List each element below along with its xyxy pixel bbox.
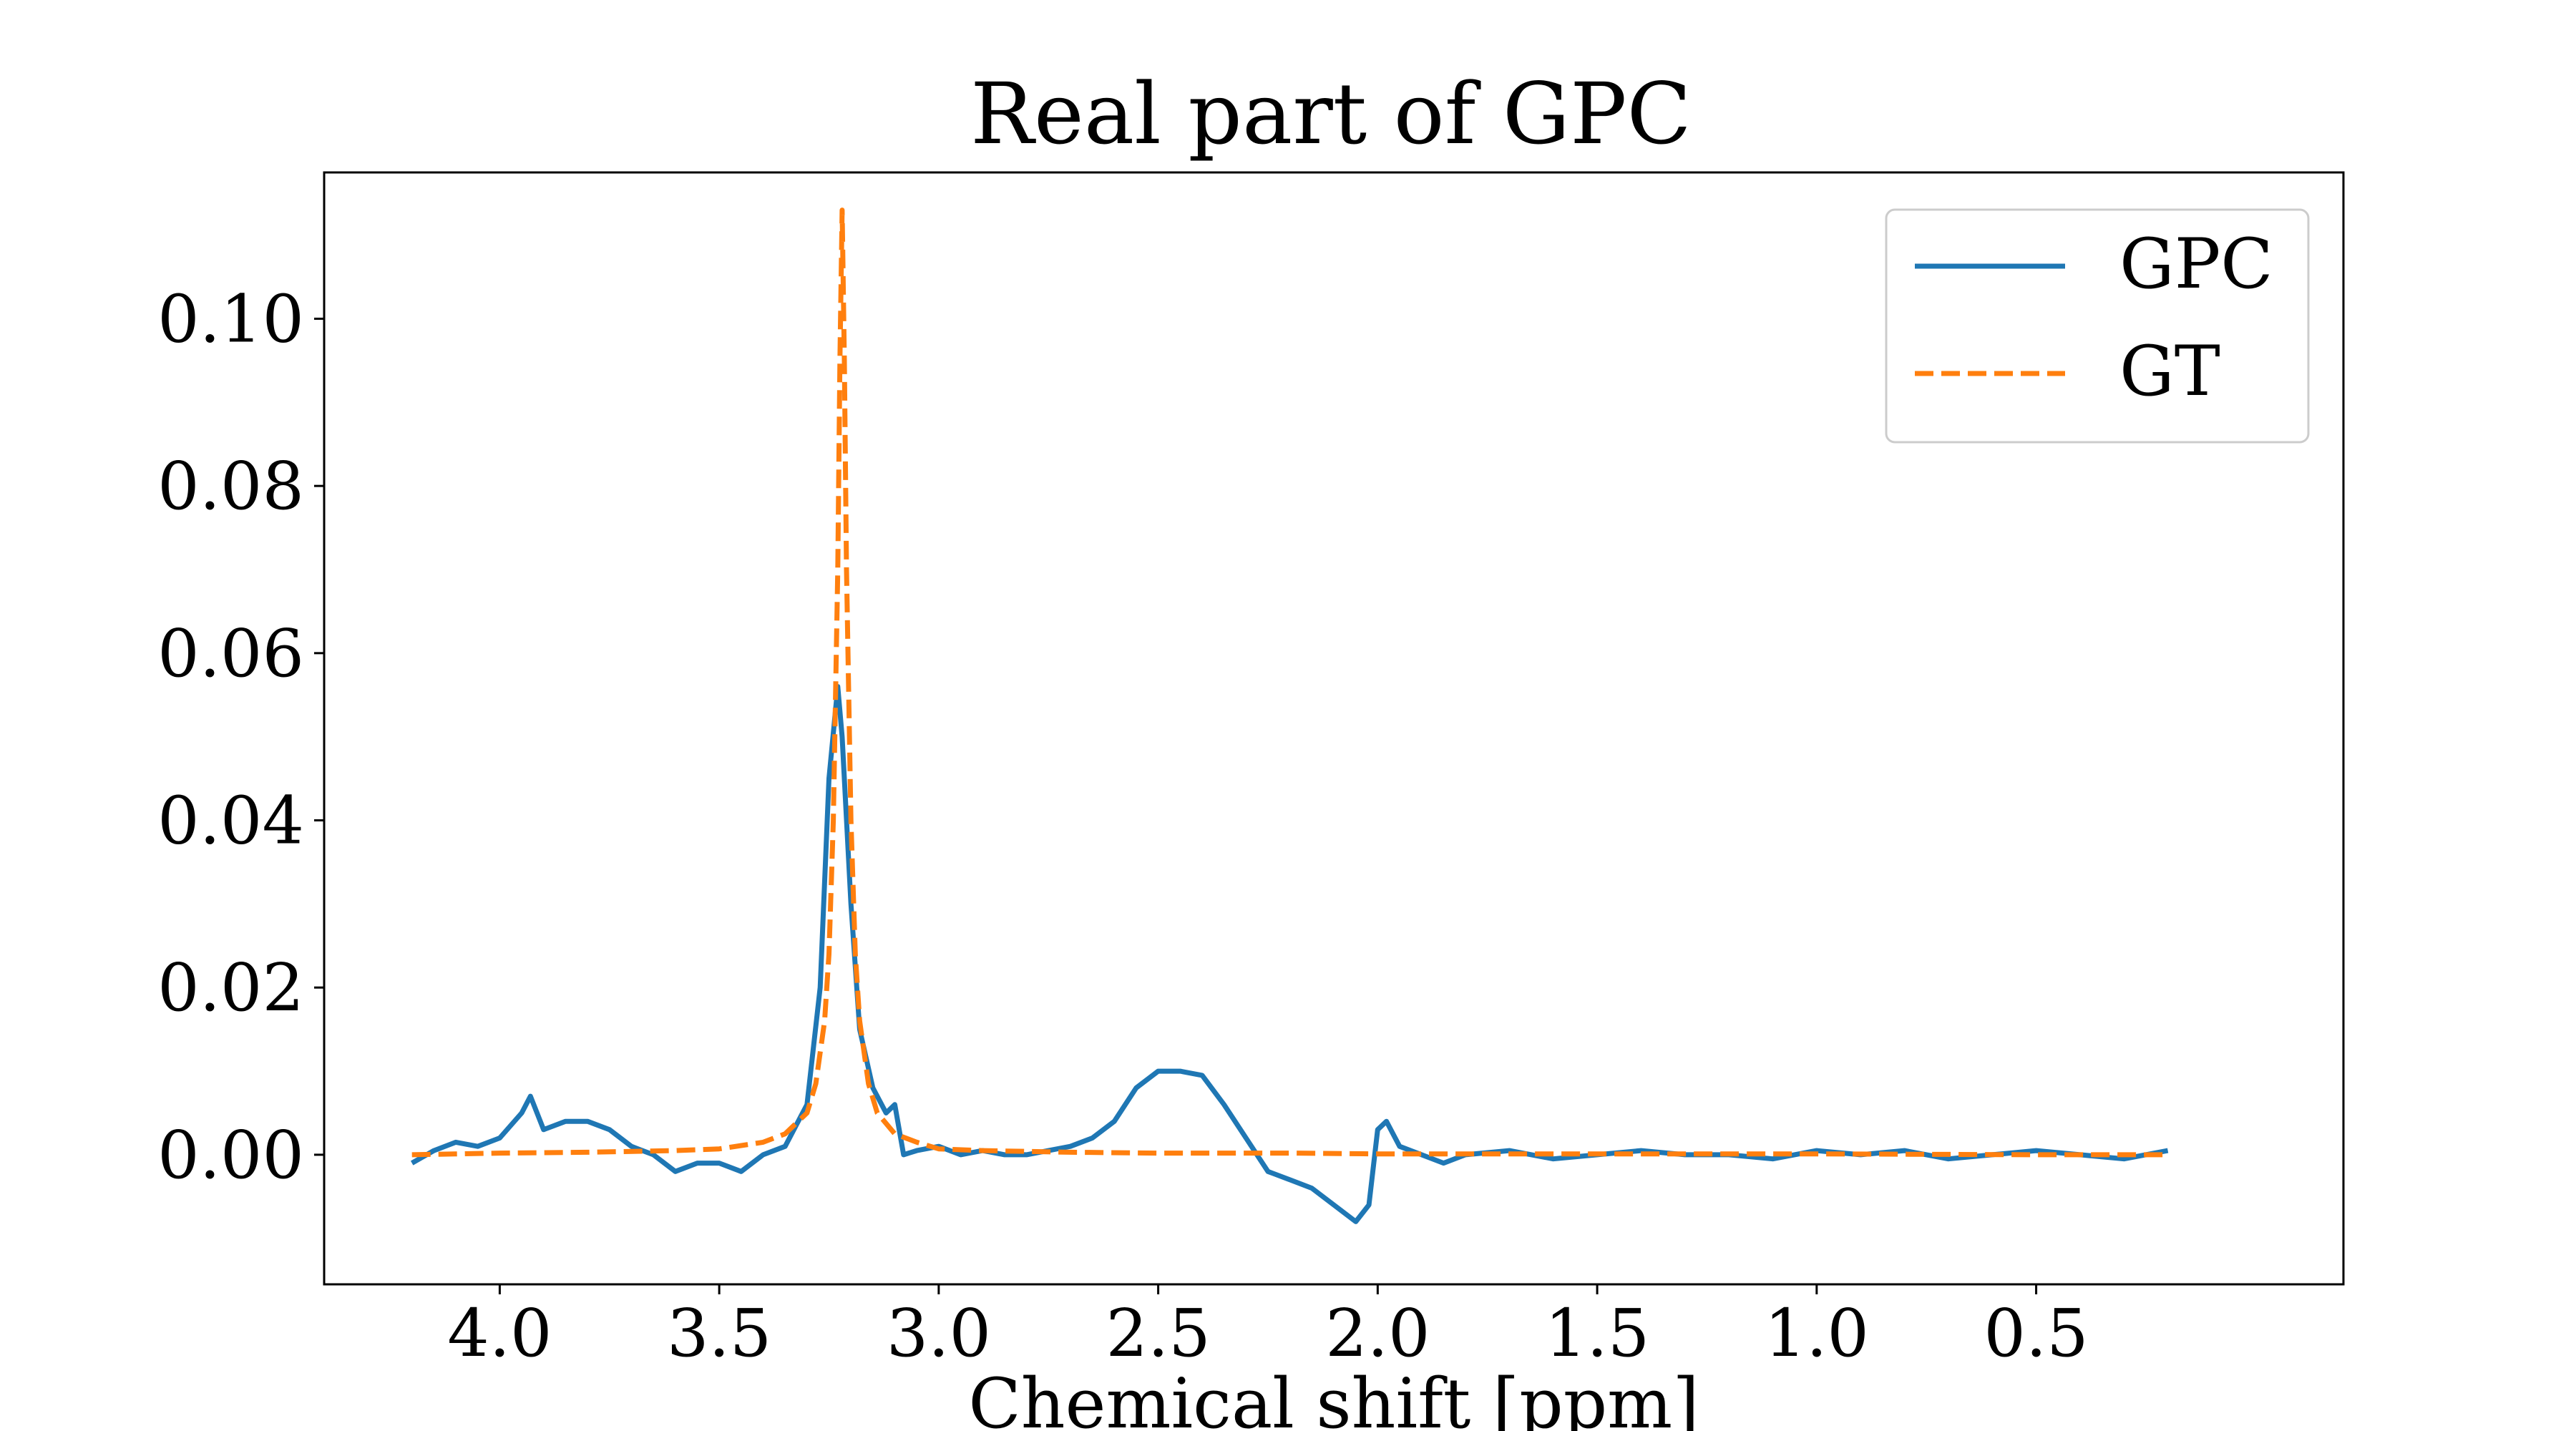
x-tick-label: 1.5	[1545, 1295, 1649, 1372]
x-tick-label: 2.0	[1325, 1295, 1430, 1372]
y-tick-label: 0.02	[157, 949, 304, 1026]
plot-lines	[410, 207, 2169, 1224]
x-axis-ticks: 4.0 3.5 3.0 2.5 2.0 1.5 1.0 0.5	[447, 1284, 2089, 1372]
y-axis-ticks: 0.00 0.02 0.04 0.06 0.08 0.10	[157, 280, 324, 1193]
y-tick-label: 0.10	[157, 280, 304, 357]
x-tick-label: 4.0	[447, 1295, 552, 1372]
series-line-gt	[411, 207, 2168, 1158]
legend-label-gt: GT	[2119, 331, 2220, 411]
x-axis-label: Chemical shift [ppm]	[968, 1364, 1699, 1431]
x-tick-label: 3.5	[667, 1295, 771, 1372]
y-tick-label: 0.06	[157, 615, 304, 692]
legend-label-gpc: GPC	[2119, 224, 2273, 304]
plot-area-frame	[323, 171, 2345, 1286]
chart-title: Real part of GPC	[970, 64, 1692, 163]
x-tick-label: 1.0	[1765, 1295, 1869, 1372]
x-tick-label: 2.5	[1106, 1295, 1210, 1372]
y-tick-label: 0.04	[157, 783, 304, 859]
y-tick-label: 0.08	[157, 448, 304, 524]
x-tick-label: 0.5	[1984, 1295, 2088, 1372]
legend: GPC GT	[1885, 208, 2310, 444]
series-line-gpc	[410, 684, 2169, 1224]
y-tick-label: 0.00	[157, 1117, 304, 1193]
x-tick-label: 3.0	[887, 1295, 991, 1372]
